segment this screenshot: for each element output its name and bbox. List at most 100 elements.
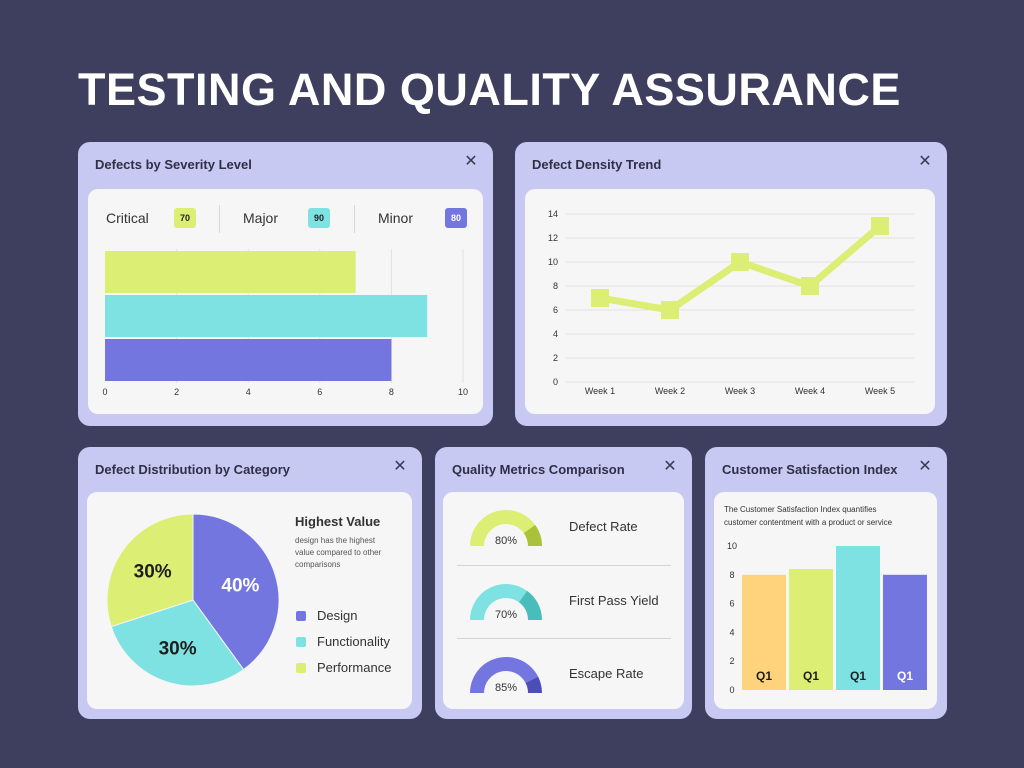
slice-label: 30% <box>134 562 172 583</box>
legend-swatch <box>296 636 306 647</box>
legend-item-minor: Minor <box>378 205 413 231</box>
gauge-label-first-pass-yield: First Pass Yield <box>569 593 659 608</box>
y-tick-label: 2 <box>729 656 734 666</box>
quality-card: Quality Metrics Comparison ✕ 80% 70% 85% D… <box>435 447 692 719</box>
satisfaction-chart-panel: The Customer Satisfaction Index quantifi… <box>714 492 937 709</box>
x-tick-label: 2 <box>174 387 179 397</box>
close-icon[interactable]: ✕ <box>464 153 478 170</box>
highlight-text-line: comparisons <box>295 560 341 569</box>
slice-label: 30% <box>159 638 197 659</box>
density-line-chart: 0 2 4 6 8 10 12 14 Week 1 Week 2 Week 3 Week 4 Week … <box>548 209 915 396</box>
legend-item-critical: Critical <box>106 205 149 231</box>
legend-label: Design <box>317 608 358 623</box>
bar-category-label: Q1 <box>897 669 913 683</box>
highlight-text-line: value compared to other <box>295 548 382 557</box>
bar <box>105 251 356 293</box>
density-chart-panel: 0 2 4 6 8 10 12 14 Week 1 Week 2 Week 3 Week 4 Week … <box>525 189 935 414</box>
legend-label: Performance <box>317 660 392 675</box>
quality-card-title: Quality Metrics Comparison <box>452 462 625 477</box>
bar <box>105 295 428 337</box>
legend-label: Major <box>243 210 279 226</box>
x-tick-label: Week 4 <box>795 386 825 396</box>
severity-chart-panel: Critical 70 Major 90 Minor 80 0 2 4 6 8 10 <box>88 189 483 414</box>
distribution-pie-chart: 40% 30% 30% <box>106 513 280 687</box>
close-icon[interactable]: ✕ <box>918 153 932 170</box>
y-tick-label: 10 <box>548 257 558 267</box>
gauge-remainder <box>518 590 542 620</box>
gauge-value: 80% <box>495 535 517 547</box>
severity-card-title: Defects by Severity Level <box>95 157 252 172</box>
bar-category-label: Q1 <box>850 669 866 683</box>
y-tick-label: 14 <box>548 209 558 219</box>
density-card: Defect Density Trend ✕ 0 2 4 6 8 10 12 14 Week 1… <box>515 142 947 426</box>
data-point <box>591 289 609 307</box>
y-tick-label: 10 <box>727 541 737 551</box>
pie-slice <box>106 513 194 628</box>
severity-badge: 90 <box>308 208 330 228</box>
satisfaction-card: Customer Satisfaction Index ✕ The Custom… <box>705 447 947 719</box>
legend-label: Minor <box>378 210 414 226</box>
distribution-chart-panel: 40% 30% 30% Highest Value design has the h… <box>87 492 412 709</box>
close-icon[interactable]: ✕ <box>663 458 677 475</box>
severity-bar-chart: 0 2 4 6 8 10 <box>102 249 468 397</box>
close-icon[interactable]: ✕ <box>918 458 932 475</box>
gauge-label-defect-rate: Defect Rate <box>569 519 638 534</box>
divider <box>219 205 220 233</box>
divider <box>457 565 671 566</box>
gauge-value: 85% <box>495 682 517 694</box>
y-tick-label: 6 <box>553 305 558 315</box>
data-point <box>731 253 749 271</box>
y-tick-label: 2 <box>553 353 558 363</box>
bar-category-label: Q1 <box>803 669 819 683</box>
y-tick-label: 4 <box>729 627 734 637</box>
x-tick-label: 10 <box>458 387 468 397</box>
quality-gauges: 80% 70% 85% <box>470 510 542 694</box>
severity-legend: Critical 70 Major 90 Minor 80 <box>88 205 483 233</box>
gauge-label-escape-rate: Escape Rate <box>569 666 644 681</box>
pie-slice <box>110 599 245 687</box>
data-point <box>871 217 889 235</box>
gauge-fill <box>470 657 539 693</box>
x-tick-label: 4 <box>246 387 251 397</box>
bar <box>836 546 880 690</box>
x-tick-label: Week 2 <box>655 386 685 396</box>
divider <box>354 205 355 233</box>
y-tick-label: 0 <box>729 685 734 695</box>
x-tick-label: Week 5 <box>865 386 895 396</box>
legend-item-performance: Performance <box>296 660 391 675</box>
satisfaction-bar-chart: 0 2 4 6 8 10 Q1 Q1 Q1 Q1 <box>727 541 927 695</box>
legend-item-major: Major <box>243 205 278 231</box>
highlight-title: Highest Value <box>295 514 381 529</box>
bar <box>789 569 833 690</box>
severity-badge: 70 <box>174 208 196 228</box>
page-title: TESTING AND QUALITY ASSURANCE <box>78 64 901 115</box>
legend-swatch <box>296 662 306 673</box>
gauge-remainder <box>525 676 542 693</box>
gauge-fill <box>470 584 528 620</box>
divider <box>457 638 671 639</box>
quality-gauges-panel: 80% 70% 85% Defect Rate First Pass Yield E… <box>443 492 684 709</box>
x-tick-label: Week 1 <box>585 386 615 396</box>
y-tick-label: 12 <box>548 233 558 243</box>
y-tick-label: 8 <box>553 281 558 291</box>
close-icon[interactable]: ✕ <box>393 458 407 475</box>
severity-card: Defects by Severity Level ✕ Critical 70 … <box>78 142 493 426</box>
pie-slice <box>192 513 280 671</box>
description-line: customer contentment with a product or s… <box>724 518 893 527</box>
gauge-fill <box>470 510 536 546</box>
data-point <box>801 277 819 295</box>
x-tick-label: Week 3 <box>725 386 755 396</box>
satisfaction-description: The Customer Satisfaction Index quantifi… <box>724 503 929 529</box>
description-line: The Customer Satisfaction Index quantifi… <box>724 505 877 514</box>
satisfaction-card-title: Customer Satisfaction Index <box>722 462 898 477</box>
highlight-text: design has the highest value compared to… <box>295 535 381 571</box>
gauge-value: 70% <box>495 609 517 621</box>
legend-item-functionality: Functionality <box>296 634 390 649</box>
y-tick-label: 0 <box>553 377 558 387</box>
legend-item-design: Design <box>296 608 357 623</box>
y-tick-label: 6 <box>729 599 734 609</box>
legend-swatch <box>296 610 306 621</box>
y-tick-label: 4 <box>553 329 558 339</box>
legend-label: Functionality <box>317 634 390 649</box>
bar <box>742 574 786 690</box>
